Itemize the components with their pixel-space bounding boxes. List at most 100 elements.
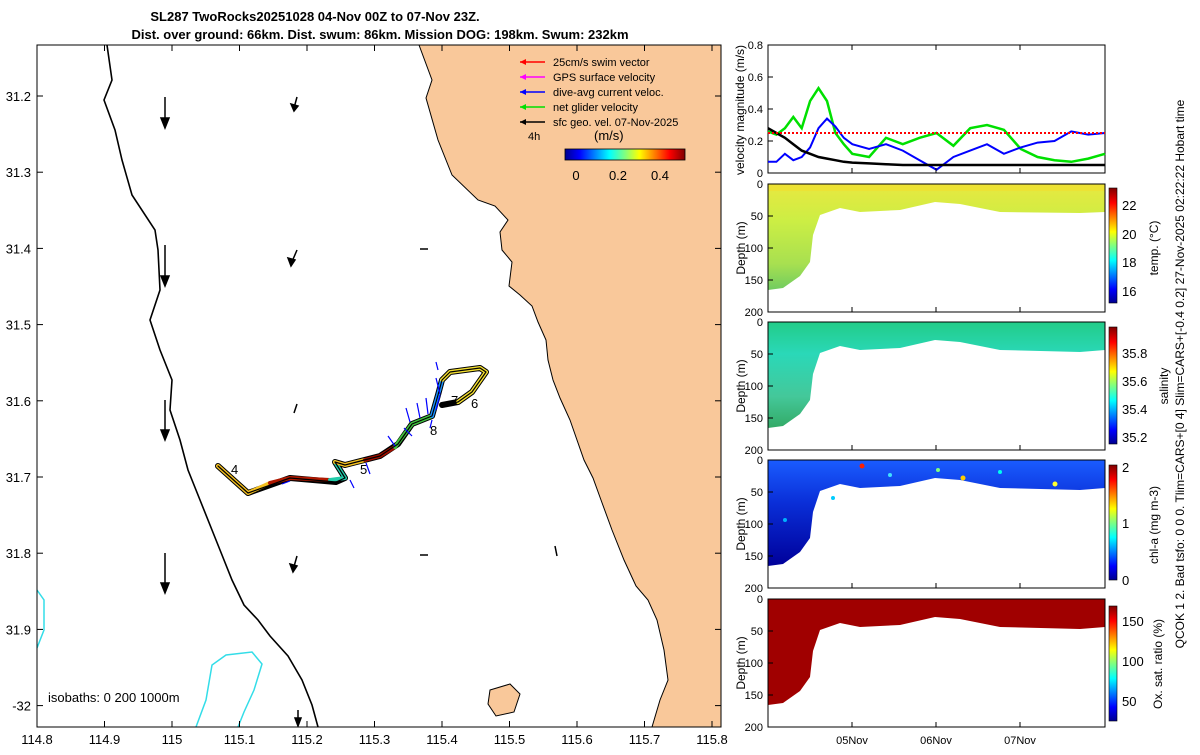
isobaths-label: isobaths: 0 200 1000m [48,690,180,705]
temperature-field [768,184,1105,290]
velocity-ylabel: velocity magnitude (m/s) [733,45,747,175]
isobath-bottom [195,651,263,727]
map-y-axis: 31.2 31.3 31.4 31.5 31.6 31.7 31.8 31.9 -32 [6,89,721,714]
map-y-tick-label: 31.2 [6,89,31,104]
oxygen-field [768,599,1105,705]
chlorophyll-colorbar [1108,464,1118,581]
salinity-colorbar [1108,326,1118,445]
time-tick-label: 07Nov [1004,735,1036,747]
sal-cb-356: 35.6 [1122,374,1147,389]
depth-tick-label: 0 [757,317,763,329]
sfc-geo-arrows [159,96,558,727]
sal-cb-352: 35.2 [1122,430,1147,445]
depth-axis-label: Depth (m) [734,636,748,689]
depth-tick-label: 0 [757,179,763,191]
oxy-cb-100: 100 [1122,654,1144,669]
salinity-colorbar-label: salinity [1157,368,1171,405]
colorbar-tick-1: 0.2 [609,168,627,183]
temperature-surface-band [768,184,1105,191]
map-x-tick-label: 115.6 [561,732,593,747]
map-x-tick-label: 115.7 [629,732,661,747]
oxy-cb-50: 50 [1122,694,1136,709]
coastline-depth-contour [103,45,319,727]
current-arrows [281,361,441,489]
sal-cb-358: 35.8 [1122,346,1147,361]
day-label-6: 6 [471,396,478,411]
chl-cb-1: 1 [1122,516,1129,531]
depth-tick-label: 150 [745,275,763,287]
chlorophyll-section: 0 50 100 150 200 Depth (m) 2 1 0 chl-a (mg m-… [734,455,1161,595]
colorbar-tag: 4h [528,131,540,143]
chl-cb-0: 0 [1122,573,1129,588]
map-x-tick-label: 115.4 [426,732,458,747]
map-x-tick-label: 115.8 [696,732,728,747]
depth-tick-label: 100 [745,658,763,670]
velocity-y-tick-label: 0.6 [748,72,763,84]
temp-cb-22: 22 [1122,198,1136,213]
time-tick-label: 06Nov [920,735,952,747]
map-x-tick-label: 115.5 [494,732,526,747]
depth-axis-label: Depth (m) [734,359,748,412]
legend-label: 25cm/s swim vector [553,57,650,69]
day-label-8: 8 [430,423,437,438]
depth-tick-label: 50 [751,211,763,223]
map-y-tick-label: 31.4 [6,241,31,256]
depth-tick-label: 100 [745,243,763,255]
depth-tick-label: 0 [757,455,763,467]
sal-cb-354: 35.4 [1122,402,1147,417]
day-label-7: 7 [451,393,458,408]
depth-tick-label: 150 [745,551,763,563]
title-line-1: SL287 TwoRocks20251028 04-Nov 00Z to 07-… [150,9,479,24]
temperature-section: 0 50 100 150 200 Depth (m) 22 20 18 16 temp. … [734,179,1161,319]
map-y-tick-label: -32 [12,699,31,714]
temp-cb-18: 18 [1122,255,1136,270]
velocity-y-tick-label: 0.4 [748,104,763,116]
colorbar-tick-2: 0.4 [651,168,669,183]
temperature-colorbar [1108,187,1118,304]
glider-track [215,365,489,496]
depth-axis-label: Depth (m) [734,221,748,274]
isobath-right [37,589,45,649]
map-y-tick-label: 31.9 [6,622,31,637]
chlorophyll-speckles [783,463,1058,522]
legend-label: GPS surface velocity [553,72,656,84]
oxygen-colorbar-label: Ox. sat. ratio (%) [1151,619,1165,709]
legend-arrowhead [520,89,526,95]
depth-axis-label: Depth (m) [734,497,748,550]
depth-tick-label: 150 [745,413,763,425]
oxygen-section: 0 50 100 150 200 Depth (m) 05Nov 06Nov 07Nov 150… [734,594,1165,747]
velocity-panel: 0 0.2 0.4 0.6 0.8 velocity magnitude (m/s) [733,40,1106,180]
velocity-line-sfc [767,127,1105,167]
temp-cb-20: 20 [1122,227,1136,242]
day-label-4: 4 [231,462,238,477]
depth-tick-label: 50 [751,626,763,638]
title-line-2: Dist. over ground: 66km. Dist. swum: 86k… [131,27,628,42]
map-y-tick-label: 31.7 [6,470,31,485]
map-x-tick-label: 114.9 [89,732,121,747]
map-legend: 25cm/s swim vector GPS surface velocity di… [520,57,686,183]
oxy-cb-150: 150 [1122,614,1144,629]
depth-tick-label: 0 [757,594,763,606]
colorbar-unit: (m/s) [594,128,624,143]
depth-tick-label: 50 [751,487,763,499]
chlorophyll-field [768,460,1105,566]
legend-label: sfc geo. vel. 07-Nov-2025 [553,117,678,129]
salinity-section: 0 50 100 150 200 Depth (m) 35.8 35.6 35.4 35.… [734,317,1171,457]
map-x-axis: 114.8 114.9 115 115.1 115.2 115.3 115.4 115.5 11… [21,45,728,747]
temp-cb-16: 16 [1122,284,1136,299]
depth-tick-label: 200 [745,445,763,457]
day-label-5: 5 [360,462,367,477]
oxygen-colorbar [1108,605,1118,722]
map-x-tick-label: 115 [162,732,183,747]
velocity-line-net [767,85,1106,164]
chl-cb-2: 2 [1122,460,1129,475]
velocity-line-dive-avg [768,117,1106,171]
map-y-tick-label: 31.8 [6,546,31,561]
depth-tick-label: 100 [745,381,763,393]
legend-arrowhead [520,119,526,125]
velocity-y-tick-label: 0 [757,168,763,180]
map-x-tick-label: 114.8 [21,732,53,747]
velocity-y-tick-label: 0.8 [748,40,763,52]
land-area [418,45,721,727]
